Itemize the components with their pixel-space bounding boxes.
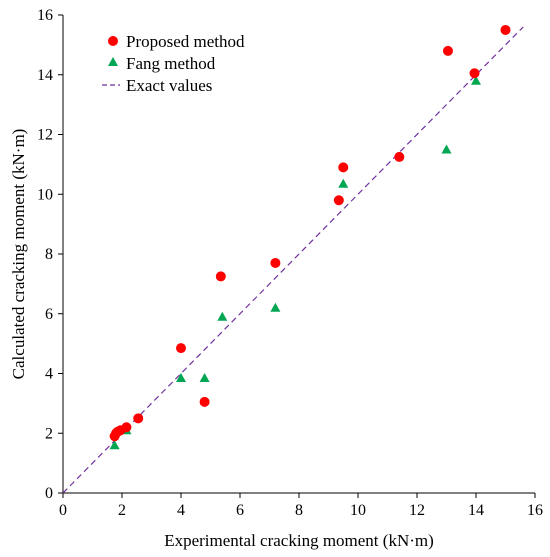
x-tick-label: 16 (527, 502, 543, 519)
fang-method-point (109, 440, 120, 450)
y-tick-label: 6 (45, 306, 53, 323)
legend-marker-proposed (108, 36, 118, 46)
proposed-method-point (500, 24, 511, 35)
proposed-method-point (394, 151, 405, 162)
y-tick-label: 12 (37, 127, 53, 144)
y-tick-label: 14 (37, 67, 53, 84)
fang-method-point (441, 144, 452, 154)
y-tick-label: 0 (45, 485, 53, 502)
fang-method-point (338, 178, 349, 188)
proposed-method-point (133, 413, 144, 424)
x-tick-label: 6 (236, 502, 244, 519)
y-tick-label: 10 (37, 186, 53, 203)
proposed-method-point (199, 396, 210, 407)
exact-values-line (62, 26, 524, 494)
proposed-method-point (121, 422, 132, 433)
fang-method-point (270, 302, 281, 312)
legend-label-exact: Exact values (126, 76, 212, 95)
proposed-method-point (338, 162, 349, 173)
data-series (62, 24, 524, 494)
fang-method-point (471, 75, 481, 85)
y-axis-title: Calculated cracking moment (kN·m) (9, 129, 28, 380)
x-tick-label: 4 (177, 502, 185, 519)
x-tick-label: 8 (295, 502, 303, 519)
proposed-method-point (333, 195, 344, 206)
legend-marker-fang (108, 57, 118, 66)
legend: Proposed method Fang method Exact values (102, 32, 245, 95)
proposed-method-point (469, 68, 480, 79)
x-ticks: 0 2 4 6 8 10 12 14 16 (59, 493, 543, 519)
y-tick-label: 16 (37, 7, 53, 24)
y-tick-label: 2 (45, 425, 53, 442)
fang-method-point (176, 372, 186, 382)
fang-method-point (217, 311, 228, 321)
proposed-method-point (176, 343, 186, 354)
y-tick-label: 8 (45, 246, 53, 263)
legend-label-fang: Fang method (126, 54, 216, 73)
proposed-method-point (442, 45, 453, 56)
fang-method-point (199, 372, 210, 382)
x-tick-label: 0 (59, 502, 67, 519)
proposed-method-point (270, 257, 281, 268)
x-tick-label: 12 (409, 502, 425, 519)
x-tick-label: 2 (118, 502, 126, 519)
proposed-method-point (215, 271, 226, 282)
x-axis-title: Experimental cracking moment (kN·m) (164, 531, 434, 550)
x-tick-label: 10 (350, 502, 366, 519)
y-tick-label: 4 (45, 366, 53, 383)
x-tick-label: 14 (468, 502, 484, 519)
y-ticks: 0 2 4 6 8 10 12 14 16 (37, 7, 63, 502)
legend-label-proposed: Proposed method (126, 32, 245, 51)
